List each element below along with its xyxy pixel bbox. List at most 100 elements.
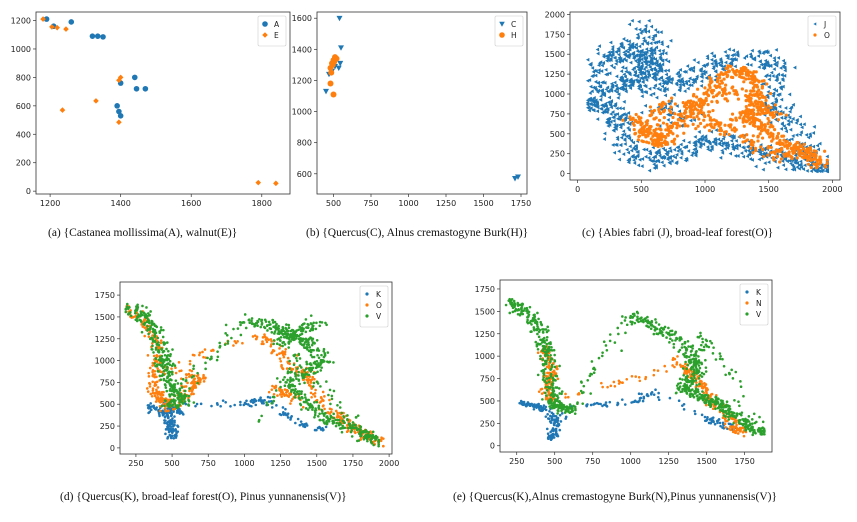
data-point-V [314,362,317,366]
data-point-V [299,327,302,330]
data-point-O [280,395,284,398]
data-point-C [323,88,329,95]
data-point-J [643,27,647,31]
data-point-N [711,407,715,410]
data-point-O [728,117,733,121]
data-point-O [645,140,649,144]
data-point-V [624,331,627,335]
data-point-O [193,382,196,386]
data-point-V [239,323,242,327]
data-point-J [607,116,612,121]
data-point-V [244,326,248,330]
data-point-K [301,423,304,426]
legend-label-E: E [274,31,279,40]
data-point-O [760,101,764,105]
data-point-J [759,62,764,67]
data-point-J [678,82,682,87]
data-point-J [622,50,626,55]
data-point-V [377,443,380,446]
data-point-J [650,50,654,55]
data-point-J [713,78,717,82]
data-point-J [790,167,795,172]
data-point-J [605,72,609,76]
data-point-V [316,370,319,374]
data-point-J [622,72,626,77]
data-point-J [754,164,758,169]
data-point-J [819,166,823,171]
data-point-J [777,81,782,86]
y-tick-label: 1250 [475,330,495,339]
data-point-V [156,350,160,353]
data-point-V [294,374,297,378]
data-point-V [290,328,294,332]
data-point-J [641,80,645,84]
data-point-O [749,109,753,113]
data-point-V [165,369,169,372]
data-point-J [622,80,626,85]
data-point-N [732,427,736,431]
data-point-J [736,154,740,158]
data-point-J [802,122,806,127]
data-point-J [620,87,624,92]
data-point-O [161,393,165,397]
data-point-J [609,88,614,93]
data-point-N [577,392,581,396]
data-point-K [174,434,178,437]
data-point-J [716,137,721,142]
data-point-N [630,374,634,378]
data-point-O [753,100,757,104]
y-tick-label: 1000 [11,45,31,54]
data-point-J [618,125,623,130]
data-point-V [357,427,361,431]
data-point-J [655,63,660,68]
data-point-O [253,334,257,337]
data-point-J [775,60,779,65]
y-tick-label: 200 [16,159,31,168]
data-point-J [657,62,662,67]
data-point-J [607,50,611,55]
data-point-N [634,375,638,378]
data-point-V [315,321,318,325]
data-point-J [723,60,728,65]
data-point-O [146,390,150,393]
data-point-O [661,121,666,125]
data-point-J [778,153,783,157]
data-point-J [642,147,646,152]
data-point-J [749,63,753,67]
data-point-O [156,393,159,396]
data-point-O [323,407,326,411]
data-point-O [814,166,819,170]
data-point-V [312,385,315,388]
data-point-O [151,387,155,390]
data-point-K [148,405,151,409]
data-point-O [654,127,658,131]
data-point-K [548,410,551,413]
data-point-V [530,323,533,326]
data-point-V [332,412,336,416]
data-point-K [171,428,175,432]
data-point-J [617,149,621,154]
data-point-J [613,56,617,60]
data-point-O [347,429,350,432]
data-point-J [633,58,638,63]
data-point-O [147,375,151,378]
data-point-O [698,121,703,126]
data-point-J [630,83,635,88]
data-point-O [698,111,703,115]
data-point-J [689,153,694,158]
x-tick-label: 1000 [398,199,418,208]
x-tick-label: 1000 [621,457,641,466]
data-point-V [739,385,743,389]
data-point-E [40,16,46,22]
data-point-K [551,414,555,418]
data-point-J [675,104,679,108]
data-point-J [701,142,706,147]
data-point-V [306,402,310,405]
plot-frame [35,11,291,195]
data-point-J [605,85,610,90]
data-point-V [319,369,323,372]
data-point-J [811,131,816,135]
data-point-V [224,332,227,335]
data-point-J [793,159,798,163]
